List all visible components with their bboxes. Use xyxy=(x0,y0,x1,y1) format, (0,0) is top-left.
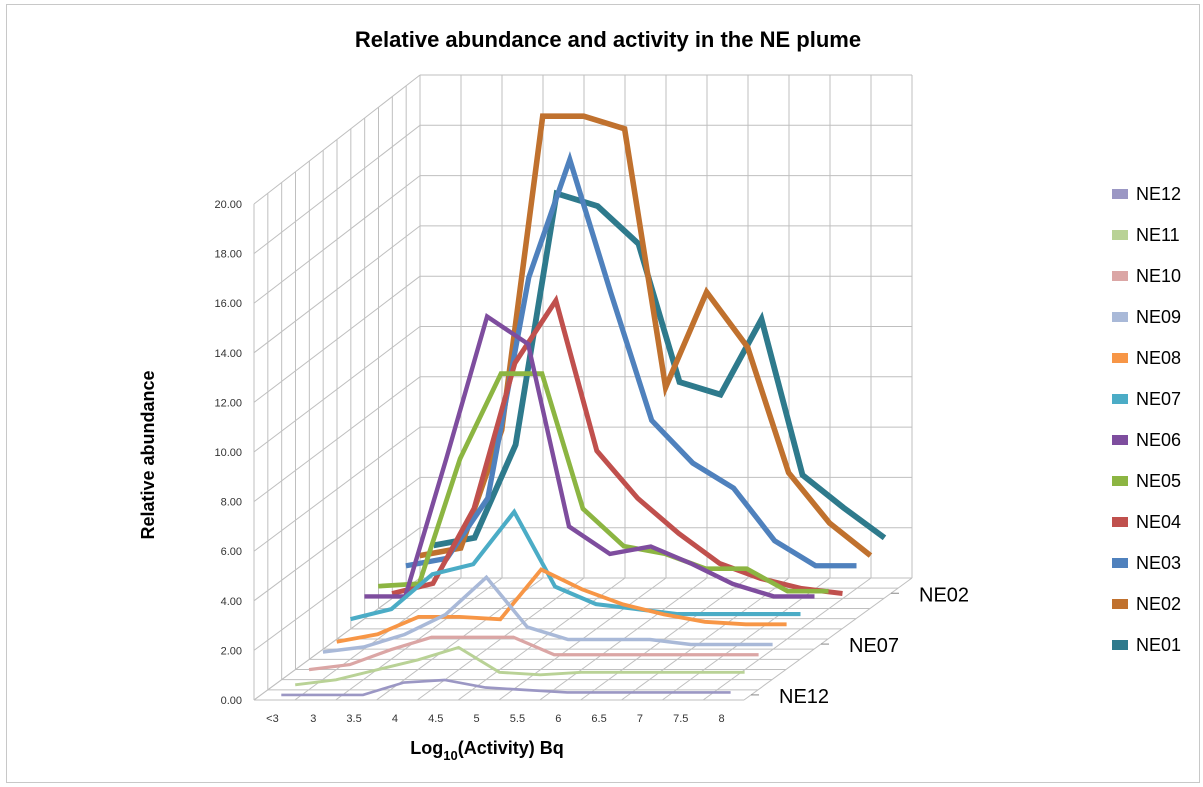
y-tick-label: 14.00 xyxy=(214,348,242,360)
series-line-ne09 xyxy=(322,574,773,654)
legend-label: NE02 xyxy=(1136,594,1181,614)
legend-swatch xyxy=(1112,599,1128,609)
y-tick-label: 0.00 xyxy=(221,695,242,707)
legend-label: NE01 xyxy=(1136,635,1181,655)
series-line-ne05 xyxy=(378,371,829,594)
depth-tick-label: NE07 xyxy=(849,635,899,657)
depth-tick-label: NE12 xyxy=(779,686,829,708)
series-line-ne07 xyxy=(350,508,801,622)
series-line-ne01 xyxy=(433,189,887,549)
legend-label: NE06 xyxy=(1136,430,1181,450)
x-tick-label: 3.5 xyxy=(346,713,361,725)
y-tick-label: 2.00 xyxy=(221,645,242,657)
y-tick-label: 10.00 xyxy=(214,447,242,459)
x-tick-label: 3 xyxy=(310,713,316,725)
x-tick-label: 4 xyxy=(392,713,398,725)
series-lines xyxy=(281,113,887,697)
x-tick-label: <3 xyxy=(266,713,279,725)
series-line-ne11 xyxy=(295,645,745,687)
x-axis-label: Log10(Activity) Bq xyxy=(410,738,563,763)
x-tick-label: 4.5 xyxy=(428,713,443,725)
depth-axis-ticks: NE12 NE07 NE02 xyxy=(751,584,969,708)
y-axis-ticks: 0.00 2.00 4.00 6.00 8.00 10.00 12.00 14.00 16.00… xyxy=(214,199,242,707)
legend-label: NE04 xyxy=(1136,512,1181,532)
legend-label: NE08 xyxy=(1136,348,1181,368)
legend: NE12 NE11 NE10 NE09 NE08 NE07 NE06 NE05 NE04 NE03… xyxy=(1112,184,1181,655)
legend-label: NE11 xyxy=(1136,225,1180,245)
legend-swatch xyxy=(1112,230,1128,240)
legend-swatch xyxy=(1112,435,1128,445)
depth-tick-label: NE02 xyxy=(919,584,969,606)
legend-swatch xyxy=(1112,476,1128,486)
x-axis-label-subscript: 10 xyxy=(443,748,457,763)
legend-swatch xyxy=(1112,517,1128,527)
series-line-ne10 xyxy=(308,635,759,672)
y-tick-label: 18.00 xyxy=(214,249,242,261)
x-tick-label: 8 xyxy=(719,713,725,725)
legend-label: NE03 xyxy=(1136,553,1181,573)
legend-swatch xyxy=(1112,640,1128,650)
legend-label: NE09 xyxy=(1136,307,1181,327)
legend-swatch xyxy=(1112,353,1128,363)
x-tick-label: 5.5 xyxy=(510,713,525,725)
legend-swatch xyxy=(1112,394,1128,404)
x-axis-label-prefix: Log xyxy=(410,738,443,758)
legend-swatch xyxy=(1112,312,1128,322)
x-tick-label: 7 xyxy=(637,713,643,725)
series-line-ne08 xyxy=(336,567,787,644)
series-line-ne06 xyxy=(364,312,815,599)
x-tick-label: 7.5 xyxy=(673,713,688,725)
grid-walls xyxy=(253,74,913,701)
legend-label: NE12 xyxy=(1136,184,1181,204)
chart-title: Relative abundance and activity in the N… xyxy=(355,27,861,52)
legend-label: NE05 xyxy=(1136,471,1181,491)
y-tick-label: 12.00 xyxy=(214,397,242,409)
legend-label: NE10 xyxy=(1136,266,1181,286)
y-tick-label: 16.00 xyxy=(214,298,242,310)
legend-swatch xyxy=(1112,271,1128,281)
x-axis-label-suffix: (Activity) Bq xyxy=(458,738,564,758)
x-tick-label: 6 xyxy=(555,713,561,725)
series-line-ne03 xyxy=(405,151,857,569)
legend-swatch xyxy=(1112,558,1128,568)
y-tick-label: 4.00 xyxy=(221,596,242,608)
x-tick-label: 6.5 xyxy=(591,713,606,725)
legend-label: NE07 xyxy=(1136,389,1181,409)
x-tick-label: 5 xyxy=(474,713,480,725)
y-tick-label: 20.00 xyxy=(214,199,242,211)
y-axis-label: Relative abundance xyxy=(138,370,158,539)
series-line-ne12 xyxy=(281,678,731,697)
y-tick-label: 6.00 xyxy=(221,546,242,558)
legend-swatch xyxy=(1112,189,1128,199)
y-tick-label: 8.00 xyxy=(221,497,242,509)
x-axis-ticks: <3 3 3.5 4 4.5 5 5.5 6 6.5 7 7.5 8 xyxy=(266,713,725,725)
